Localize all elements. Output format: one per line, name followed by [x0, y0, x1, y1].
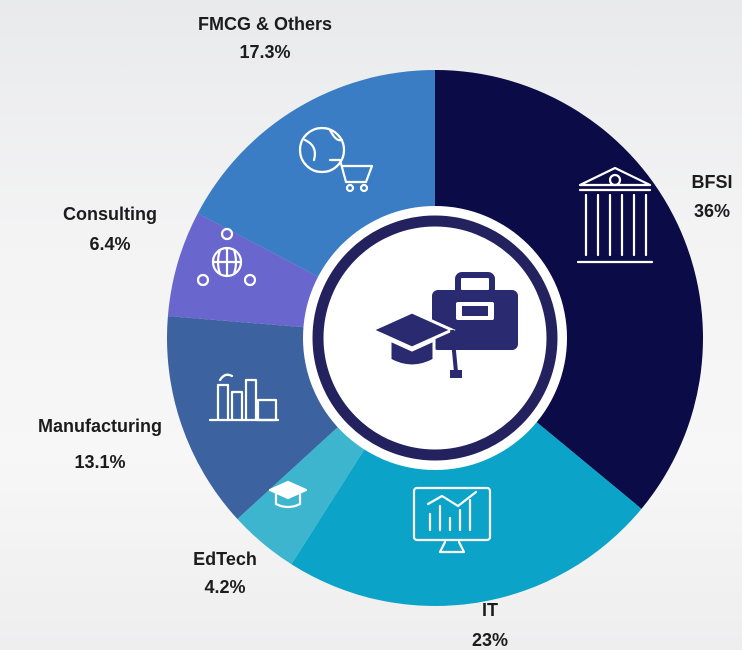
slice	[166, 316, 341, 519]
slice-label: EdTech	[193, 549, 257, 569]
slice-value-label: 13.1%	[74, 452, 125, 472]
slice-value-label: 23%	[472, 630, 508, 650]
slice-value-label: 17.3%	[239, 42, 290, 62]
slice	[435, 70, 703, 509]
slice-label: Consulting	[63, 204, 157, 224]
segment-icons	[196, 126, 654, 554]
slice-value-label: 4.2%	[204, 577, 245, 597]
slice	[237, 424, 367, 565]
slice-label: BFSI	[691, 172, 732, 192]
slice-value-label: 36%	[694, 201, 730, 221]
center-icon	[368, 272, 518, 378]
slice-value-label: 6.4%	[89, 234, 130, 254]
slice	[197, 70, 435, 279]
slice-label: FMCG & Others	[198, 14, 332, 34]
center-ring	[312, 215, 558, 461]
slice-label: Manufacturing	[38, 416, 162, 436]
slices	[166, 70, 703, 606]
slice	[167, 213, 322, 328]
slice	[291, 419, 642, 606]
slice-label: IT	[482, 600, 498, 620]
